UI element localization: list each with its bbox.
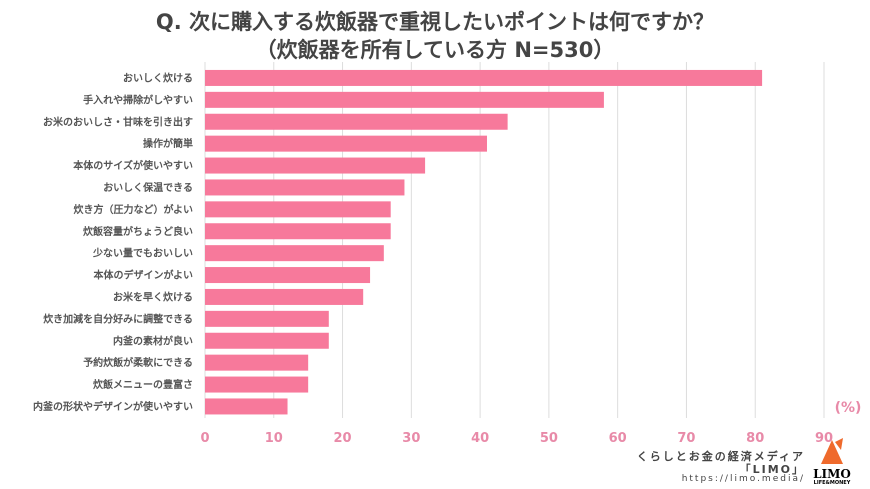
category-label: 内釜の形状やデザインが使いやすい (33, 400, 193, 413)
x-tick-label: 10 (265, 431, 283, 446)
fox-logo-icon (821, 438, 843, 464)
bar (205, 223, 391, 240)
bar (205, 245, 384, 262)
bar (205, 135, 487, 152)
bar (205, 288, 364, 305)
bar (205, 157, 426, 174)
logo-text: LIMO (813, 467, 851, 481)
chart-subtitle: （炊飯器を所有している方 N=530） (255, 38, 615, 62)
bar (205, 201, 391, 218)
bar (205, 398, 288, 415)
category-label: 本体のデザインがよい (94, 269, 194, 282)
x-tick-label: 70 (677, 431, 695, 446)
category-label: 内釜の素材が良い (113, 334, 193, 347)
x-tick-label: 20 (334, 431, 352, 446)
category-label: 操作が簡単 (143, 137, 193, 150)
bar (205, 267, 371, 284)
bar (205, 69, 763, 86)
footer-url[interactable]: https://limo.media/ (681, 474, 805, 484)
category-label: おいしく保温できる (103, 181, 193, 194)
category-label: おいしく炊ける (123, 71, 193, 84)
footer-tagline: くらしとお金の経済メディア (636, 450, 805, 463)
logo-subtext: LIFE&MONEY (813, 480, 851, 486)
bar (205, 113, 508, 130)
category-label: お米のおいしさ・甘味を引き出す (43, 115, 193, 128)
chart-title: Q. 次に購入する炊飯器で重視したいポイントは何ですか？ (155, 10, 715, 34)
category-label: 炊き方（圧力など）がよい (74, 203, 194, 216)
category-label: 少ない量でもおいしい (92, 247, 193, 260)
category-label: 手入れや掃除がしやすい (83, 93, 193, 106)
footer-brand: 「LIMO」 (739, 463, 805, 476)
bar (205, 91, 604, 108)
x-tick-label: 0 (200, 431, 209, 446)
x-tick-label: 30 (402, 431, 420, 446)
bar (205, 332, 329, 349)
bar (205, 179, 405, 196)
category-label: お米を早く炊ける (113, 290, 193, 303)
x-tick-label: 50 (540, 431, 558, 446)
category-label: 炊飯容量がちょうど良い (83, 225, 193, 238)
limo-logo: LIMO LIFE&MONEY (812, 438, 852, 486)
category-label: 炊き加減を自分好みに調整できる (43, 312, 193, 325)
category-label: 予約炊飯が柔軟にできる (83, 356, 193, 369)
category-label: 炊飯メニューの豊富さ (93, 378, 193, 391)
unit-label: (%) (835, 400, 862, 416)
x-tick-label: 90 (815, 431, 833, 446)
bar (205, 354, 309, 371)
category-label: 本体のサイズが使いやすい (73, 159, 193, 172)
x-tick-label: 80 (746, 431, 764, 446)
x-tick-label: 60 (609, 431, 627, 446)
bar (205, 376, 309, 393)
x-tick-label: 40 (471, 431, 489, 446)
bar (205, 310, 329, 327)
